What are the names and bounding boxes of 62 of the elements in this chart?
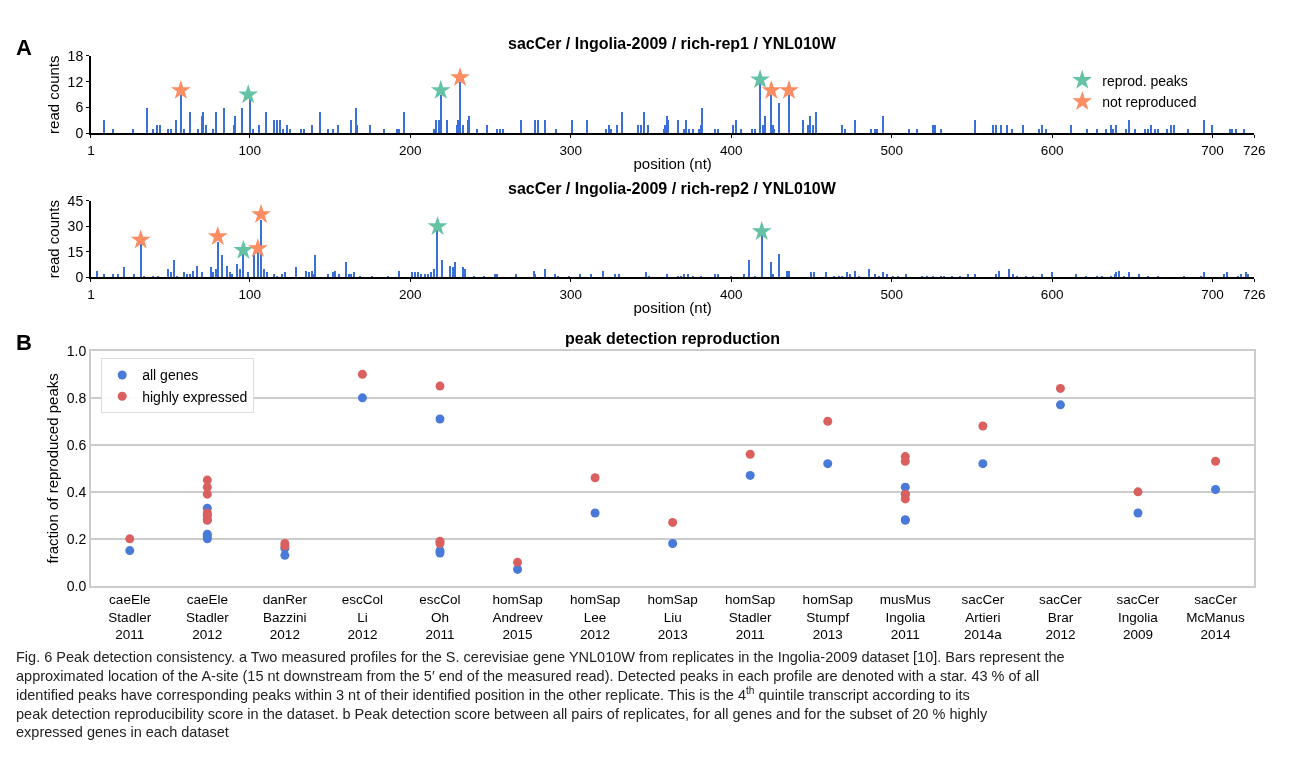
x-tick-label: 700 bbox=[1201, 286, 1224, 302]
caption: Fig. 6 Peak detection consistency. a Two measured profiles for the S. cerevisiae gene YNL010W from replicates in the Ingolia-2009 dataset [10]. Bars represent the approximated location of the A-site (15 nt downstream from the 5′ end of the measured read). Detected peaks in each profile are denoted with a star. 43 % of all identified peaks have corresponding peaks within 3 nt of their identified position in the other replicate. This is the 4$^{th}$ quintile transcript according to its peak detection reproducibility score in the dataset. b Peak detection score between all pairs of replicates, for all genes and for the subset of 20 % highly expressed genes in each dataset bbox=[16, 649, 1065, 741]
x-tick-label: caeEle Stadler 2011 bbox=[108, 592, 152, 643]
x-tick-label: 500 bbox=[880, 286, 903, 302]
y-tick-label: 45 bbox=[67, 192, 84, 209]
y-tick-label: 0 bbox=[75, 269, 84, 286]
y-tick-label: 0.8 bbox=[66, 389, 87, 406]
x-tick-label: 200 bbox=[399, 142, 422, 158]
x-tick-label: escCol Oh 2011 bbox=[419, 592, 461, 643]
x-tick-label: musMus Ingolia 2011 bbox=[879, 592, 932, 643]
x-tick-label: 400 bbox=[719, 142, 743, 158]
x-tick-label: sacCer McManus 2014 bbox=[1186, 592, 1246, 643]
y-tick-label: 1.0 bbox=[66, 342, 87, 359]
x-tick-label: 600 bbox=[1040, 142, 1064, 158]
x-tick-label: 400 bbox=[719, 286, 743, 302]
legend-label: reprod. peaks bbox=[1102, 72, 1188, 89]
legend-label: all genes bbox=[142, 367, 199, 384]
text: B bbox=[16, 330, 32, 355]
y-axis-title: fraction of reproduced peaks bbox=[44, 373, 62, 564]
y-tick-label: 0 bbox=[75, 125, 84, 142]
x-tick-label: homSap Stumpf 2013 bbox=[802, 592, 853, 643]
x-tick-label: 1 bbox=[87, 142, 95, 158]
x-axis-title: position (nt) bbox=[633, 155, 712, 173]
x-tick-label: homSap Stadler 2011 bbox=[725, 592, 776, 643]
x-tick-label: 600 bbox=[1040, 286, 1064, 302]
x-tick-label: homSap Andreev 2015 bbox=[492, 592, 543, 643]
y-tick-label: 18 bbox=[67, 47, 84, 64]
legend-label: not reproduced bbox=[1102, 93, 1197, 110]
y-axis-title: read counts bbox=[45, 55, 63, 134]
x-tick-label: 726 bbox=[1243, 142, 1266, 158]
y-tick-label: 0.2 bbox=[66, 530, 87, 547]
legend-label: highly expressed bbox=[142, 388, 248, 405]
x-tick-label: sacCer Brar 2012 bbox=[1039, 592, 1083, 643]
x-tick-label: 1 bbox=[87, 286, 95, 302]
x-tick-label: caeEle Stadler 2012 bbox=[185, 592, 230, 643]
y-tick-label: 0.0 bbox=[66, 577, 87, 594]
x-tick-label: sacCer Ingolia 2009 bbox=[1116, 592, 1160, 643]
y-tick-label: 0.4 bbox=[66, 483, 87, 500]
chart-title: sacCer / Ingolia-2009 / rich-rep2 / YNL010W bbox=[508, 180, 837, 197]
x-tick-label: sacCer Artieri 2014a bbox=[961, 592, 1005, 643]
x-tick-label: 726 bbox=[1243, 286, 1266, 302]
x-tick-label: 100 bbox=[238, 142, 262, 158]
x-tick-label: 300 bbox=[559, 286, 583, 302]
x-tick-label: danRer Bazzini 2012 bbox=[262, 592, 308, 643]
text: A bbox=[16, 35, 32, 60]
x-tick-label: homSap Lee 2012 bbox=[569, 592, 621, 643]
x-tick-label: homSap Liu 2013 bbox=[647, 592, 698, 643]
chart-title: peak detection reproduction bbox=[565, 330, 781, 347]
y-tick-label: 0.6 bbox=[66, 436, 87, 453]
x-tick-label: 500 bbox=[880, 142, 903, 158]
y-tick-label: 15 bbox=[67, 243, 84, 260]
x-tick-label: 100 bbox=[238, 286, 262, 302]
x-tick-label: 200 bbox=[399, 286, 422, 302]
y-axis-title: read counts bbox=[45, 199, 63, 279]
x-tick-label: 300 bbox=[559, 142, 583, 158]
y-tick-label: 30 bbox=[67, 218, 84, 235]
x-tick-label: 700 bbox=[1201, 142, 1224, 158]
x-axis-title: position (nt) bbox=[633, 299, 712, 317]
chart-title: sacCer / Ingolia-2009 / rich-rep1 / YNL010W bbox=[508, 35, 837, 52]
x-tick-label: escCol Li 2012 bbox=[341, 592, 384, 643]
y-tick-label: 12 bbox=[67, 73, 84, 90]
y-tick-label: 6 bbox=[75, 99, 84, 116]
